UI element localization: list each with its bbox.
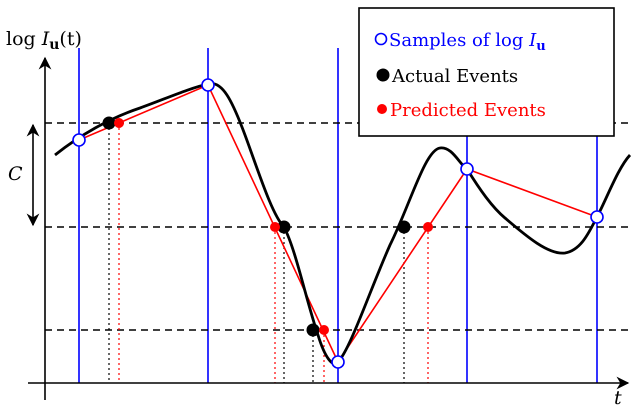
c-label: C [8,163,23,185]
legend-actual-marker [376,68,390,82]
threshold-lines [45,122,632,331]
predicted-event-marker [319,325,329,335]
actual-event-marker [277,220,291,234]
actual-event-marker [102,116,116,130]
y-axis-label: log Iu(t) [6,28,82,53]
predicted-event-marker [423,222,433,232]
predicted-event-markers [114,118,433,335]
legend-sample-marker [374,32,388,46]
legend-item-predicted: Predicted Events [390,100,546,121]
sample-marker [201,78,215,92]
predicted-event-marker [270,222,280,232]
sample-marker [331,355,345,369]
legend-item-samples: Samples of log Iu [389,30,546,54]
legend-item-actual: Actual Events [391,66,518,87]
legend-predicted-marker [377,104,387,114]
actual-event-markers [102,116,411,337]
sample-marker [590,210,604,224]
x-axis-label: t [614,387,622,407]
actual-event-drops [108,123,405,383]
legend: Samples of log Iu Actual Events Predicte… [358,7,615,137]
actual-event-marker [397,220,411,234]
legend-box [358,7,615,137]
actual-event-marker [306,323,320,337]
predicted-event-drops [118,123,429,383]
sample-marker [460,162,474,176]
sample-markers [72,78,604,369]
predicted-event-marker [114,118,124,128]
sample-marker [72,133,86,147]
